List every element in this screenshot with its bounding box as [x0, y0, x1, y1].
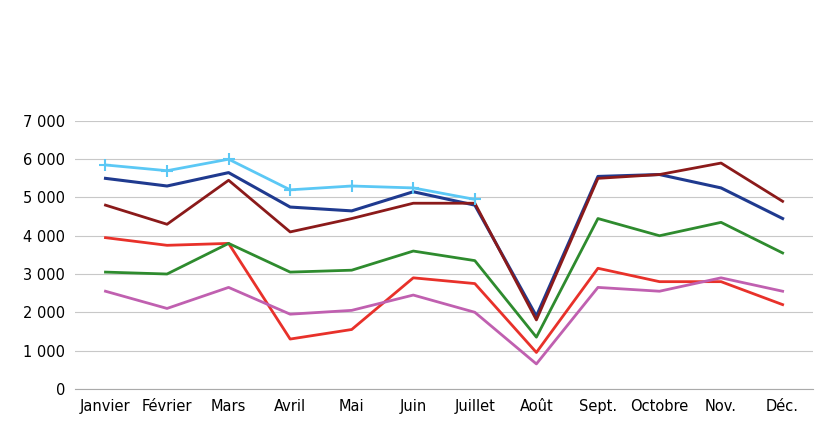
2020	[470, 281, 480, 286]
2023	[593, 176, 603, 181]
2023	[223, 178, 233, 183]
2023	[162, 222, 172, 227]
moy. 2010-2019	[778, 216, 788, 221]
2022	[347, 267, 357, 273]
2020	[162, 243, 172, 248]
2023	[347, 216, 357, 221]
Line: 2024: 2024	[100, 154, 481, 205]
2021	[286, 311, 295, 317]
2021	[408, 292, 418, 298]
2022	[470, 258, 480, 263]
2023	[778, 199, 788, 204]
2020	[593, 266, 603, 271]
2020	[286, 337, 295, 342]
Line: 2022: 2022	[105, 219, 783, 337]
2021	[347, 308, 357, 313]
2020	[100, 235, 110, 240]
2022	[408, 248, 418, 254]
2023	[470, 200, 480, 206]
2024	[347, 184, 357, 189]
moy. 2010-2019	[408, 189, 418, 194]
2021	[778, 289, 788, 294]
2020	[655, 279, 665, 284]
moy. 2010-2019	[593, 174, 603, 179]
moy. 2010-2019	[655, 172, 665, 177]
Line: 2020: 2020	[105, 238, 783, 353]
2021	[470, 310, 480, 315]
2021	[593, 285, 603, 290]
2021	[531, 361, 541, 366]
2022	[286, 270, 295, 275]
2020	[531, 350, 541, 355]
2024	[223, 157, 233, 162]
2022	[593, 216, 603, 221]
2023	[100, 203, 110, 208]
2024	[286, 187, 295, 192]
Line: moy. 2010-2019: moy. 2010-2019	[105, 173, 783, 316]
2021	[162, 306, 172, 311]
moy. 2010-2019	[100, 176, 110, 181]
2022	[778, 251, 788, 256]
2021	[223, 285, 233, 290]
2021	[655, 289, 665, 294]
2023	[655, 172, 665, 177]
2021	[716, 275, 726, 280]
moy. 2010-2019	[223, 170, 233, 175]
2022	[716, 220, 726, 225]
2020	[347, 327, 357, 332]
Line: 2021: 2021	[105, 278, 783, 364]
2020	[408, 275, 418, 280]
2020	[223, 241, 233, 246]
2020	[716, 279, 726, 284]
2023	[286, 229, 295, 235]
2021	[100, 289, 110, 294]
2023	[716, 160, 726, 165]
2024	[408, 185, 418, 191]
2024	[100, 162, 110, 168]
2022	[531, 334, 541, 340]
2024	[162, 168, 172, 173]
2024	[470, 197, 480, 202]
moy. 2010-2019	[531, 314, 541, 319]
moy. 2010-2019	[716, 185, 726, 191]
2022	[162, 271, 172, 276]
2023	[408, 200, 418, 206]
2023	[531, 318, 541, 323]
moy. 2010-2019	[286, 204, 295, 210]
2022	[100, 270, 110, 275]
moy. 2010-2019	[347, 208, 357, 213]
moy. 2010-2019	[470, 203, 480, 208]
2020	[778, 302, 788, 307]
Line: 2023: 2023	[105, 163, 783, 320]
moy. 2010-2019	[162, 184, 172, 189]
2022	[223, 241, 233, 246]
2022	[655, 233, 665, 238]
